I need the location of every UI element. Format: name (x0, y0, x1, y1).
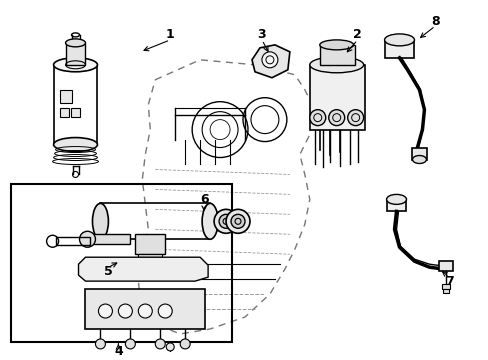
Bar (442, 284, 449, 289)
Ellipse shape (92, 203, 108, 239)
Circle shape (328, 110, 344, 126)
Ellipse shape (386, 194, 406, 204)
Bar (386, 199, 406, 211)
Bar (138, 254, 162, 262)
Bar (412, 148, 427, 159)
Circle shape (158, 304, 172, 318)
Bar (56, 237, 90, 245)
Circle shape (125, 339, 135, 349)
Bar (443, 289, 448, 293)
Text: 1: 1 (165, 28, 174, 41)
Text: 6: 6 (200, 193, 208, 206)
Circle shape (95, 339, 105, 349)
Bar (60, 90, 71, 103)
Circle shape (309, 110, 325, 126)
Polygon shape (251, 45, 289, 78)
Bar (309, 65, 364, 130)
Circle shape (80, 231, 95, 247)
Text: 5: 5 (104, 265, 113, 278)
Circle shape (166, 343, 174, 351)
Circle shape (347, 110, 363, 126)
Circle shape (155, 339, 165, 349)
Bar (135, 234, 165, 254)
Text: 3: 3 (257, 28, 265, 41)
Ellipse shape (319, 40, 353, 50)
Text: 7: 7 (444, 275, 453, 288)
Circle shape (225, 210, 249, 233)
Circle shape (219, 214, 233, 228)
Text: 8: 8 (430, 15, 439, 28)
Circle shape (118, 304, 132, 318)
Ellipse shape (202, 203, 218, 239)
Bar (11, 184, 232, 342)
Ellipse shape (412, 156, 426, 163)
Circle shape (98, 304, 112, 318)
Ellipse shape (384, 34, 414, 46)
Ellipse shape (309, 57, 363, 73)
Bar (85, 289, 204, 329)
Ellipse shape (54, 58, 97, 72)
Bar (439, 261, 452, 271)
Bar (60, 108, 68, 117)
Bar (384, 40, 414, 58)
Circle shape (214, 210, 238, 233)
Text: 2: 2 (352, 28, 361, 41)
Bar (90, 234, 130, 244)
Ellipse shape (54, 138, 97, 152)
Bar (65, 43, 85, 65)
Text: 4: 4 (114, 345, 122, 359)
Bar (70, 108, 80, 117)
Circle shape (230, 214, 244, 228)
Circle shape (180, 339, 190, 349)
Bar (319, 45, 354, 65)
Polygon shape (79, 257, 208, 281)
Circle shape (262, 52, 277, 68)
Ellipse shape (65, 39, 85, 47)
Circle shape (138, 304, 152, 318)
